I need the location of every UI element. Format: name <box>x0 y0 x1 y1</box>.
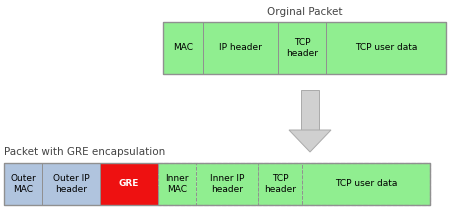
Text: IP header: IP header <box>219 43 262 52</box>
Text: Outer IP
header: Outer IP header <box>53 174 89 194</box>
Bar <box>278 22 326 74</box>
Text: Packet with GRE encapsulation: Packet with GRE encapsulation <box>4 147 165 157</box>
Bar <box>163 22 446 74</box>
Bar <box>158 163 430 205</box>
Text: Orginal Packet: Orginal Packet <box>267 7 342 17</box>
Bar <box>42 163 100 205</box>
Bar <box>301 90 319 130</box>
Text: Inner IP
header: Inner IP header <box>210 174 244 194</box>
Polygon shape <box>289 130 331 152</box>
Bar <box>4 163 42 205</box>
Bar <box>326 22 446 74</box>
Text: TCP user data: TCP user data <box>355 43 417 52</box>
Text: GRE: GRE <box>119 180 139 189</box>
Text: TCP
header: TCP header <box>264 174 296 194</box>
Text: MAC: MAC <box>173 43 193 52</box>
Text: TCP
header: TCP header <box>286 38 318 58</box>
Bar <box>100 163 158 205</box>
Text: Outer
MAC: Outer MAC <box>10 174 36 194</box>
Bar <box>158 163 196 205</box>
Text: Inner
MAC: Inner MAC <box>165 174 189 194</box>
Bar <box>203 22 278 74</box>
Bar <box>302 163 430 205</box>
Bar <box>196 163 258 205</box>
Bar <box>4 163 430 205</box>
Text: TCP user data: TCP user data <box>335 180 397 189</box>
Bar <box>258 163 302 205</box>
Bar <box>163 22 203 74</box>
